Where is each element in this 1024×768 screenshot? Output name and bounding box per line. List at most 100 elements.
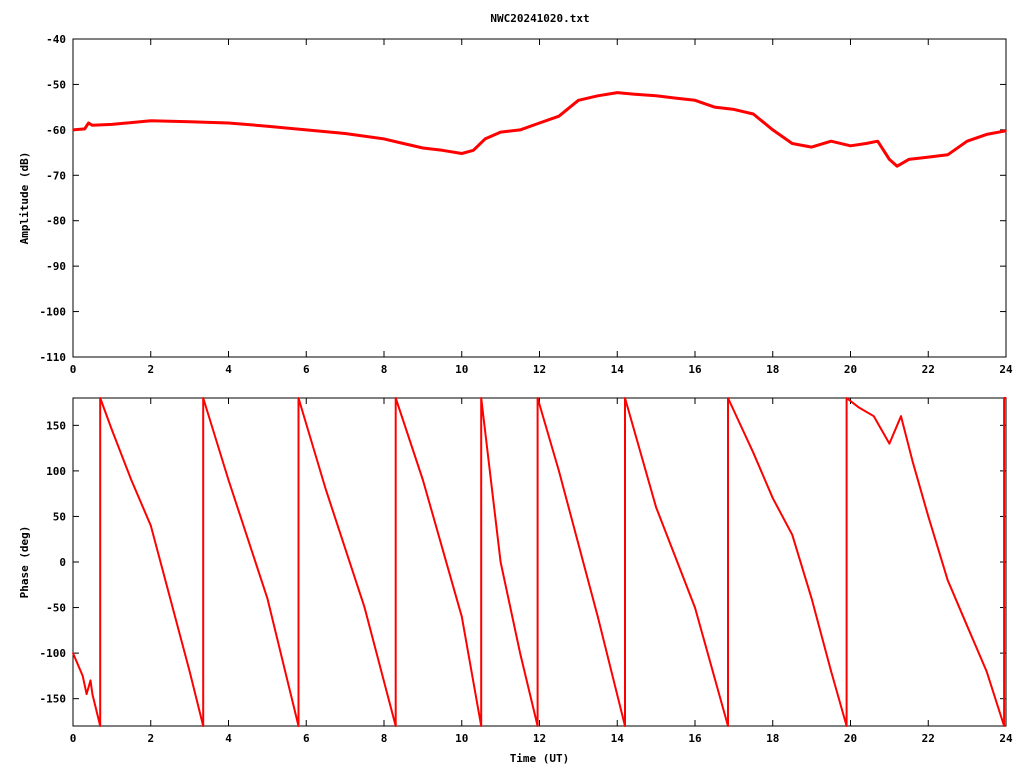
x-tick-label: 6 — [303, 363, 310, 376]
phase-data-point — [810, 597, 813, 600]
x-tick: 12 — [533, 39, 546, 376]
x-tick-label: 20 — [844, 363, 857, 376]
phase-data-point — [727, 725, 729, 727]
x-tick-label: 8 — [381, 732, 388, 745]
amplitude-data-point — [383, 138, 385, 140]
y-tick-label: 0 — [59, 556, 66, 569]
phase-data-point — [900, 415, 902, 418]
amplitude-data-point — [402, 142, 405, 145]
x-tick-label: 10 — [455, 363, 468, 376]
phase-data-point — [499, 561, 502, 563]
phase-data-point — [772, 497, 774, 500]
x-tick: 18 — [766, 39, 779, 376]
phase-data-point — [394, 725, 397, 727]
amplitude-data-point — [188, 120, 191, 123]
phase-data-point — [655, 506, 657, 509]
x-tick: 10 — [455, 39, 468, 376]
y-tick: 0 — [59, 556, 1006, 569]
y-tick: -50 — [46, 602, 1006, 615]
amplitude-data-point — [597, 95, 599, 97]
x-tick: 0 — [70, 39, 77, 376]
x-tick: 16 — [688, 39, 702, 376]
phase-data-point — [536, 725, 539, 727]
phase-data-point — [558, 470, 560, 472]
time-x-axis-label: Time (UT) — [510, 752, 570, 765]
amplitude-data-point — [616, 91, 619, 94]
phase-data-point — [624, 397, 626, 399]
x-tick: 10 — [455, 398, 468, 745]
phase-data-point — [752, 451, 755, 454]
phase-data-point — [1003, 725, 1005, 727]
y-tick-label: -50 — [46, 78, 66, 91]
phase-data-point — [624, 725, 626, 727]
x-tick: 6 — [303, 39, 310, 376]
x-tick-label: 14 — [611, 732, 625, 745]
phase-data-point — [857, 406, 860, 408]
x-tick: 14 — [611, 398, 625, 745]
y-tick: -70 — [46, 169, 1006, 182]
x-tick: 14 — [611, 39, 624, 376]
phase-data-point — [946, 579, 949, 581]
amplitude-data-point — [655, 95, 657, 97]
amplitude-data-point — [674, 97, 677, 99]
x-tick-label: 12 — [533, 363, 546, 376]
amplitude-data-point — [772, 129, 774, 131]
phase-data-point — [111, 429, 113, 431]
x-tick-label: 24 — [999, 363, 1013, 376]
x-tick: 6 — [303, 398, 310, 745]
y-tick-label: -40 — [46, 33, 66, 46]
x-tick: 20 — [844, 39, 857, 376]
phase-data-point — [845, 397, 848, 399]
amplitude-data-point — [87, 122, 90, 124]
phase-data-point — [81, 675, 84, 677]
phase-data-point — [480, 725, 483, 727]
y-tick: -110 — [40, 351, 1006, 364]
amplitude-series-line — [72, 91, 1007, 168]
amplitude-series — [72, 91, 1007, 168]
amplitude-data-point — [305, 129, 308, 131]
amplitude-data-point — [499, 131, 502, 133]
x-tick-label: 16 — [688, 732, 702, 745]
phase-data-point — [99, 725, 101, 727]
amplitude-data-point — [694, 99, 696, 102]
amplitude-data-point — [461, 152, 463, 155]
amplitude-data-point — [150, 120, 152, 122]
phase-data-point — [89, 679, 92, 682]
x-tick-label: 22 — [922, 732, 935, 745]
x-tick: 4 — [225, 398, 232, 745]
y-tick-label: -50 — [46, 602, 66, 615]
x-tick-label: 4 — [225, 363, 232, 376]
amplitude-data-point — [72, 129, 74, 131]
phase-data-point — [791, 533, 793, 536]
amplitude-data-point — [876, 140, 879, 142]
x-tick-label: 6 — [303, 732, 310, 745]
phase-data-point — [297, 725, 300, 727]
amplitude-plot: 0 2 4 6 8 10 12 14 16 18 20 22 24-110-100-90-80-70-6… — [18, 33, 1013, 376]
amplitude-data-point — [472, 149, 475, 152]
amplitude-data-point — [83, 128, 86, 130]
amplitude-data-point — [441, 149, 444, 152]
amplitude-data-point — [484, 138, 486, 140]
y-tick-label: -80 — [46, 215, 66, 228]
y-tick: -90 — [46, 260, 1006, 273]
y-tick-label: 150 — [46, 419, 66, 432]
amplitude-data-point — [896, 165, 898, 167]
phase-data-point — [150, 524, 152, 527]
x-tick: 8 — [381, 398, 388, 745]
y-tick: 100 — [46, 465, 1006, 478]
phase-data-point — [363, 606, 366, 609]
amplitude-data-point — [849, 145, 852, 147]
amplitude-data-point — [865, 142, 867, 145]
y-tick: 50 — [53, 510, 1006, 523]
phase-data-point — [266, 597, 269, 600]
phase-data-point — [202, 725, 204, 727]
x-tick-label: 2 — [147, 732, 154, 745]
y-tick: 150 — [46, 419, 1006, 432]
phase-data-point — [727, 397, 729, 399]
phase-data-point — [422, 479, 424, 481]
x-tick: 22 — [922, 39, 935, 376]
phase-data-point — [202, 397, 204, 399]
y-tick-label: -70 — [46, 169, 66, 182]
phase-series — [72, 397, 1007, 727]
x-tick-label: 0 — [70, 363, 77, 376]
